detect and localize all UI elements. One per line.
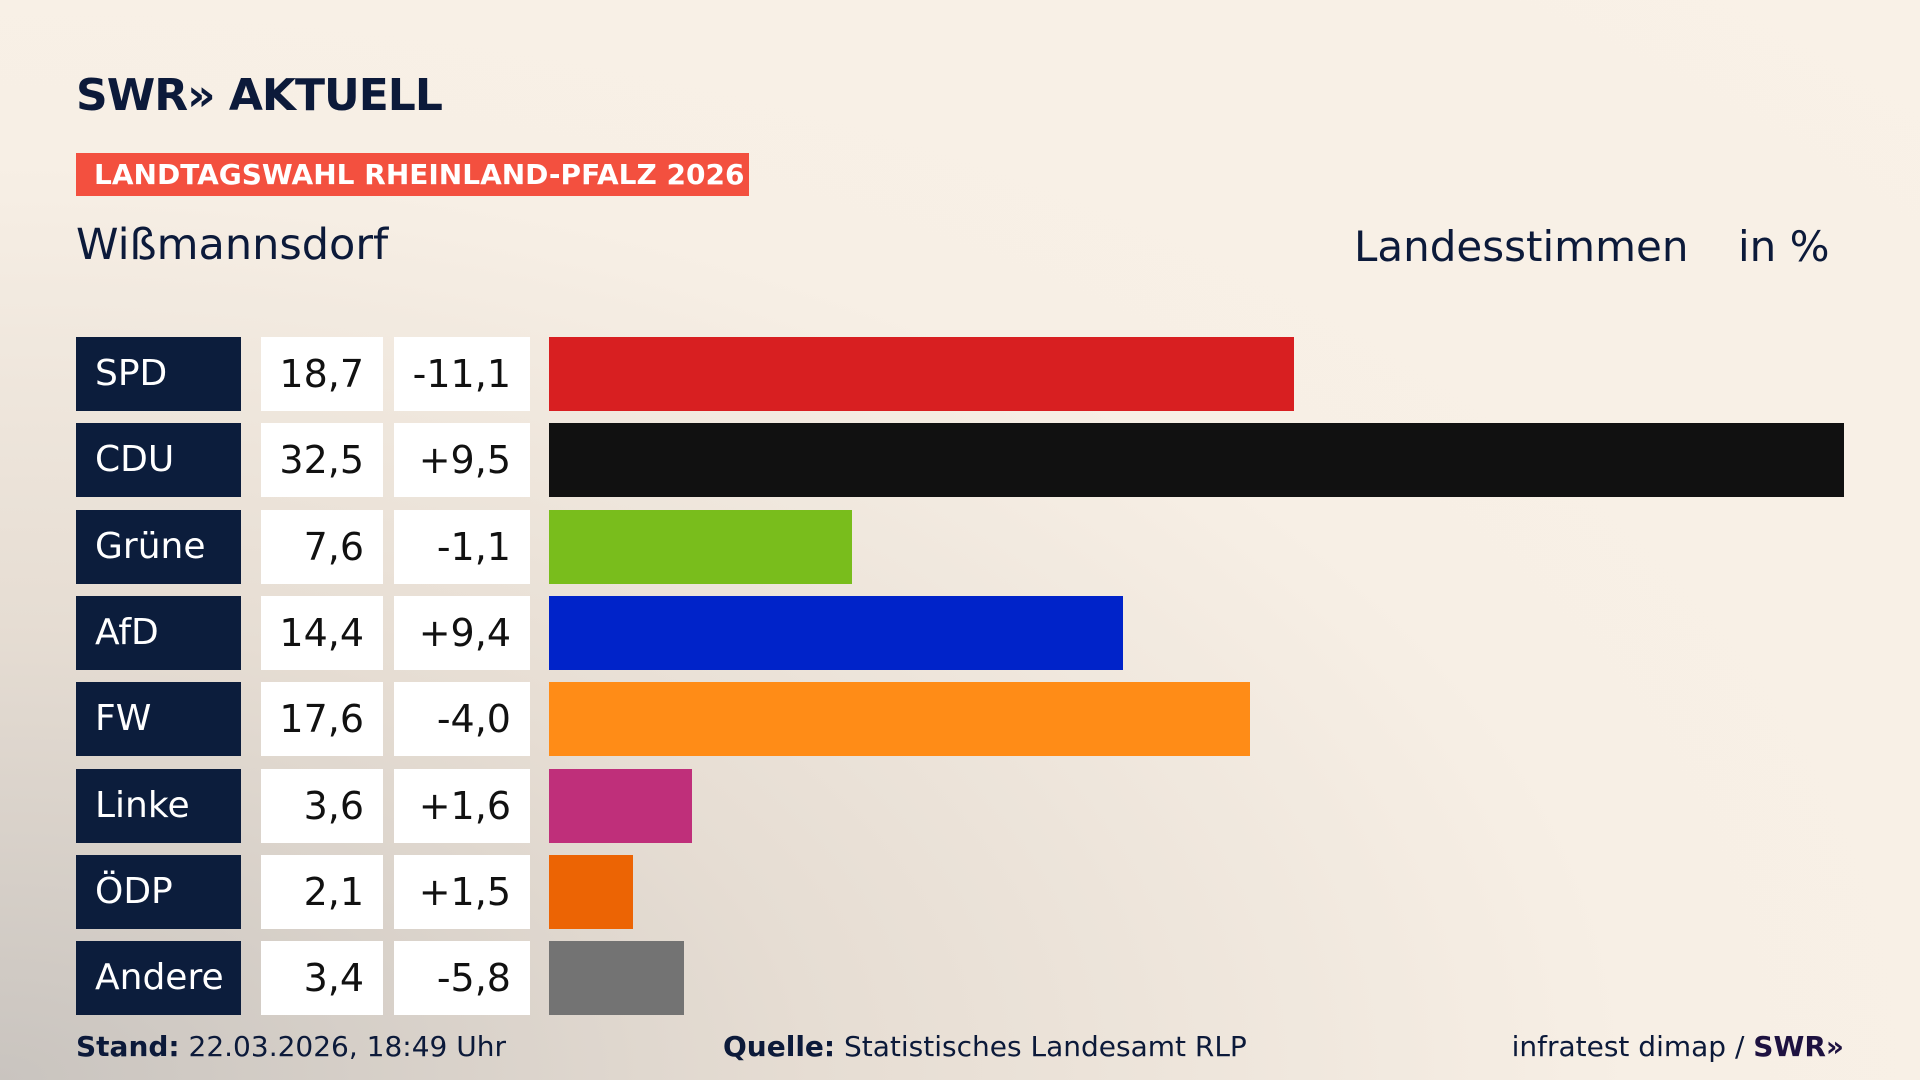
- party-row: Grüne 7,6 -1,1: [76, 509, 1876, 584]
- party-label: Andere: [76, 941, 241, 1016]
- source-info: Quelle: Statistisches Landesamt RLP: [723, 1030, 1247, 1063]
- diff-label: +9,4: [394, 595, 530, 670]
- bar-linke: [549, 768, 693, 843]
- party-label: FW: [76, 682, 241, 757]
- swr-aktuell-logo: SWR» AKTUELL: [76, 70, 443, 121]
- value-label: 17,6: [261, 682, 383, 757]
- party-row: Linke 3,6 +1,6: [76, 768, 1876, 843]
- diff-label: +1,5: [394, 854, 530, 929]
- party-label: CDU: [76, 423, 241, 498]
- diff-label: -11,1: [394, 337, 530, 411]
- value-label: 7,6: [261, 509, 383, 584]
- election-banner: LANDTAGSWAHL RHEINLAND-PFALZ 2026: [76, 153, 749, 196]
- bar-afd: [549, 595, 1123, 670]
- party-row: ÖDP 2,1 +1,5: [76, 854, 1876, 929]
- bar-fw: [549, 682, 1251, 757]
- stand-value: 22.03.2026, 18:49 Uhr: [188, 1030, 506, 1063]
- party-row: CDU 32,5 +9,5: [76, 423, 1876, 498]
- bar-grüne: [549, 509, 852, 584]
- value-label: 3,6: [261, 768, 383, 843]
- party-label: SPD: [76, 337, 241, 411]
- credit-text: infratest dimap /: [1511, 1030, 1754, 1063]
- bar-cdu: [549, 423, 1844, 498]
- value-label: 14,4: [261, 595, 383, 670]
- party-label: AfD: [76, 595, 241, 670]
- diff-label: -4,0: [394, 682, 530, 757]
- diff-label: +9,5: [394, 423, 530, 498]
- stand-info: Stand: 22.03.2026, 18:49 Uhr: [76, 1030, 506, 1063]
- bar-spd: [549, 337, 1295, 411]
- party-label: ÖDP: [76, 854, 241, 929]
- diff-label: -5,8: [394, 941, 530, 1016]
- credit: infratest dimap / SWR»: [1512, 1030, 1844, 1063]
- diff-label: +1,6: [394, 768, 530, 843]
- bar-andere: [549, 941, 685, 1016]
- measure-label: Landesstimmen: [1354, 222, 1689, 271]
- value-label: 32,5: [261, 423, 383, 498]
- diff-label: -1,1: [394, 509, 530, 584]
- party-row: AfD 14,4 +9,4: [76, 595, 1876, 670]
- value-label: 3,4: [261, 941, 383, 1016]
- swr-logo: SWR»: [1753, 1030, 1844, 1063]
- unit-label: in %: [1738, 222, 1830, 271]
- place-title: Wißmannsdorf: [76, 220, 389, 270]
- value-label: 18,7: [261, 337, 383, 411]
- value-label: 2,1: [261, 854, 383, 929]
- party-row: Andere 3,4 -5,8: [76, 941, 1876, 1016]
- party-label: Grüne: [76, 509, 241, 584]
- party-row: SPD 18,7 -11,1: [76, 337, 1876, 411]
- source-value: Statistisches Landesamt RLP: [844, 1030, 1247, 1063]
- party-label: Linke: [76, 768, 241, 843]
- stand-label: Stand:: [76, 1030, 180, 1063]
- party-row: FW 17,6 -4,0: [76, 682, 1876, 757]
- source-label: Quelle:: [723, 1030, 836, 1063]
- bar-ödp: [549, 854, 633, 929]
